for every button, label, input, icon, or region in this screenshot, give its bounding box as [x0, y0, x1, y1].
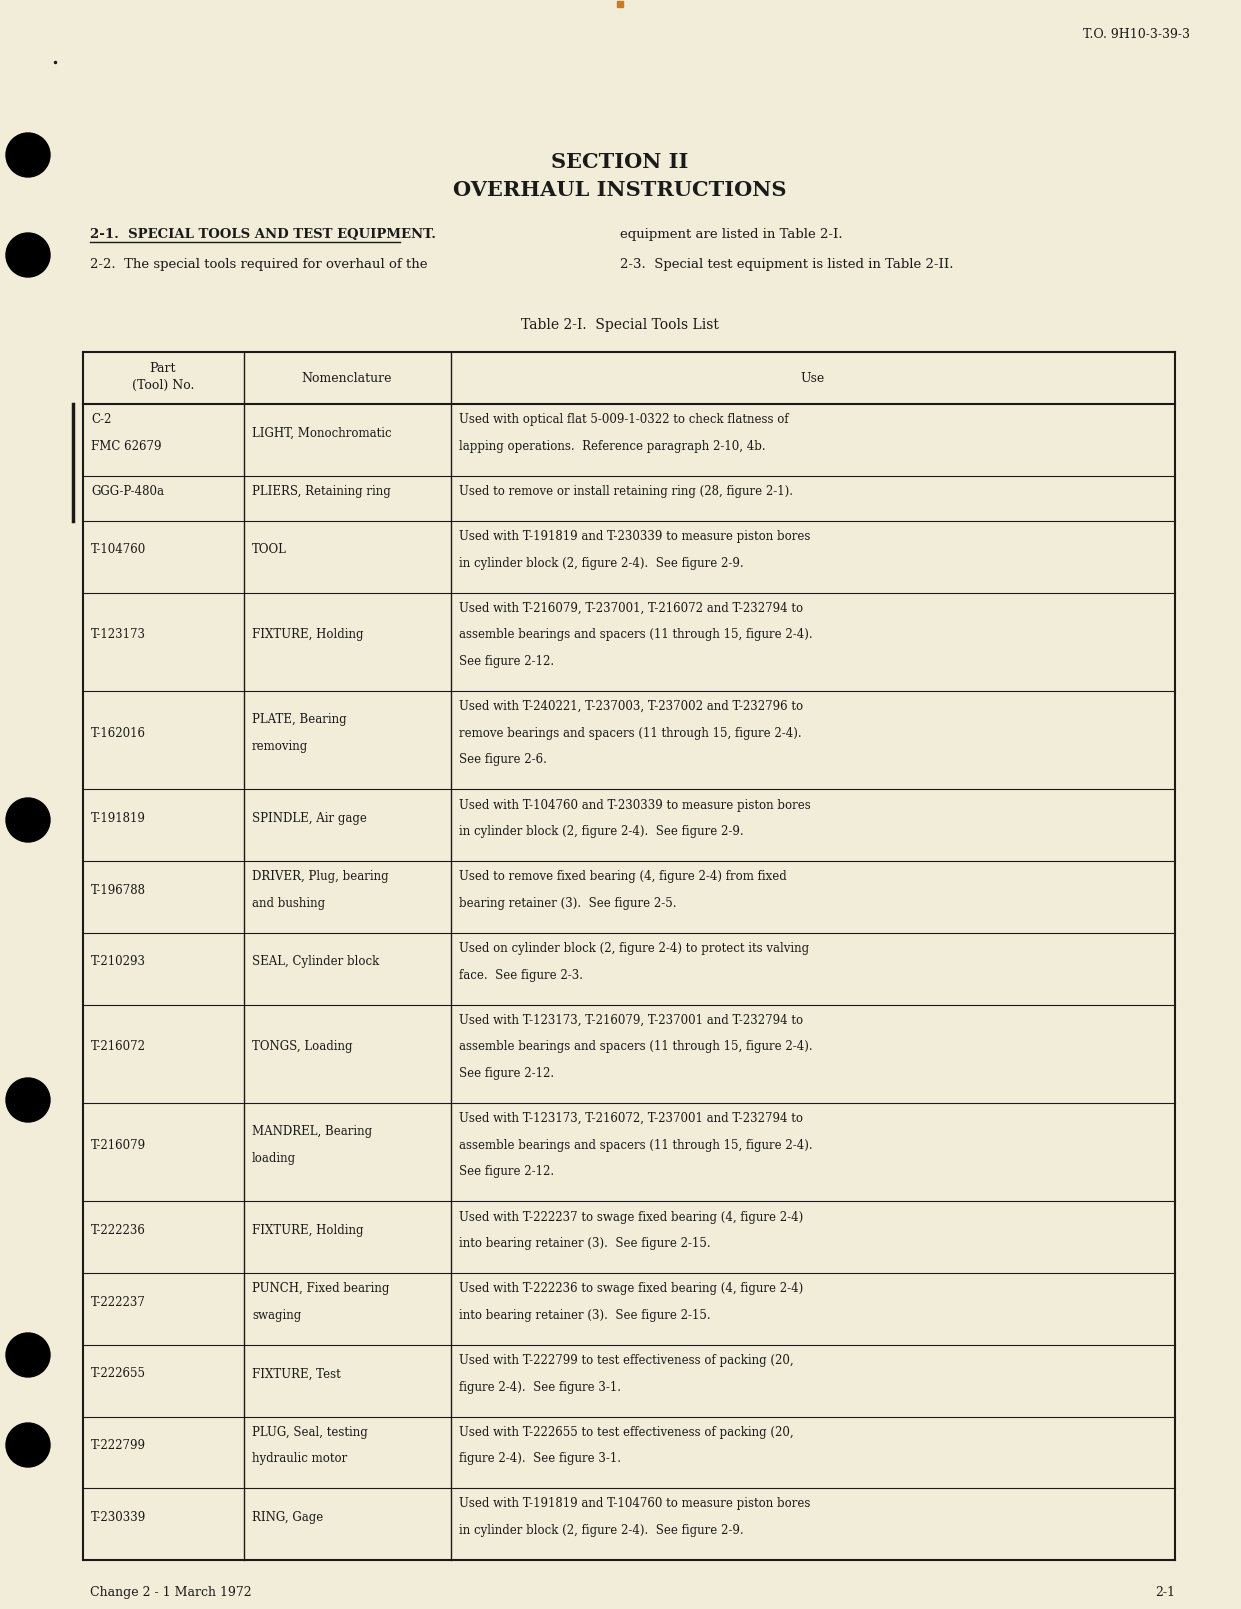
Text: Nomenclature: Nomenclature	[302, 372, 392, 385]
Circle shape	[6, 233, 50, 277]
Text: Used with T-240221, T-237003, T-237002 and T-232796 to: Used with T-240221, T-237003, T-237002 a…	[459, 700, 803, 713]
Text: PLIERS, Retaining ring: PLIERS, Retaining ring	[252, 484, 391, 497]
Text: lapping operations.  Reference paragraph 2-10, 4b.: lapping operations. Reference paragraph …	[459, 439, 766, 452]
Text: Used with T-123173, T-216079, T-237001 and T-232794 to: Used with T-123173, T-216079, T-237001 a…	[459, 1014, 803, 1027]
Text: Used with T-191819 and T-230339 to measure piston bores: Used with T-191819 and T-230339 to measu…	[459, 529, 810, 542]
Text: face.  See figure 2-3.: face. See figure 2-3.	[459, 969, 583, 981]
Text: FMC 62679: FMC 62679	[91, 439, 161, 452]
Text: remove bearings and spacers (11 through 15, figure 2-4).: remove bearings and spacers (11 through …	[459, 727, 802, 740]
Text: T-216072: T-216072	[91, 1041, 146, 1054]
Text: T-196788: T-196788	[91, 883, 146, 896]
Text: SPINDLE, Air gage: SPINDLE, Air gage	[252, 813, 367, 825]
Text: FIXTURE, Test: FIXTURE, Test	[252, 1368, 341, 1381]
Text: RING, Gage: RING, Gage	[252, 1511, 323, 1524]
Text: assemble bearings and spacers (11 through 15, figure 2-4).: assemble bearings and spacers (11 throug…	[459, 1041, 813, 1054]
Text: Used with T-191819 and T-104760 to measure piston bores: Used with T-191819 and T-104760 to measu…	[459, 1498, 810, 1511]
Text: C-2: C-2	[91, 414, 112, 426]
Text: SECTION II: SECTION II	[551, 151, 689, 172]
Text: See figure 2-6.: See figure 2-6.	[459, 753, 547, 766]
Text: DRIVER, Plug, bearing: DRIVER, Plug, bearing	[252, 870, 388, 883]
Text: GGG-P-480a: GGG-P-480a	[91, 484, 164, 497]
Text: T-222655: T-222655	[91, 1368, 146, 1381]
Text: equipment are listed in Table 2-I.: equipment are listed in Table 2-I.	[620, 228, 843, 241]
Text: Used with T-222655 to test effectiveness of packing (20,: Used with T-222655 to test effectiveness…	[459, 1426, 794, 1438]
Text: figure 2-4).  See figure 3-1.: figure 2-4). See figure 3-1.	[459, 1381, 620, 1393]
Text: T.O. 9H10-3-39-3: T.O. 9H10-3-39-3	[1083, 27, 1190, 40]
Text: loading: loading	[252, 1152, 297, 1165]
Text: Part
(Tool) No.: Part (Tool) No.	[132, 362, 194, 393]
Text: Used with T-123173, T-216072, T-237001 and T-232794 to: Used with T-123173, T-216072, T-237001 a…	[459, 1112, 803, 1125]
Text: See figure 2-12.: See figure 2-12.	[459, 655, 555, 668]
Text: OVERHAUL INSTRUCTIONS: OVERHAUL INSTRUCTIONS	[453, 180, 787, 200]
Circle shape	[6, 1332, 50, 1377]
Text: SEAL, Cylinder block: SEAL, Cylinder block	[252, 956, 380, 969]
Text: assemble bearings and spacers (11 through 15, figure 2-4).: assemble bearings and spacers (11 throug…	[459, 629, 813, 642]
Text: swaging: swaging	[252, 1310, 302, 1323]
Text: bearing retainer (3).  See figure 2-5.: bearing retainer (3). See figure 2-5.	[459, 896, 676, 911]
Text: Used with T-216079, T-237001, T-216072 and T-232794 to: Used with T-216079, T-237001, T-216072 a…	[459, 602, 803, 615]
Text: 2-2.  The special tools required for overhaul of the: 2-2. The special tools required for over…	[91, 257, 427, 270]
Text: Used on cylinder block (2, figure 2-4) to protect its valving: Used on cylinder block (2, figure 2-4) t…	[459, 941, 809, 956]
Text: in cylinder block (2, figure 2-4).  See figure 2-9.: in cylinder block (2, figure 2-4). See f…	[459, 825, 743, 838]
Text: T-222799: T-222799	[91, 1438, 146, 1451]
Text: LIGHT, Monochromatic: LIGHT, Monochromatic	[252, 426, 392, 439]
Text: and bushing: and bushing	[252, 896, 325, 911]
Text: Used with optical flat 5-009-1-0322 to check flatness of: Used with optical flat 5-009-1-0322 to c…	[459, 414, 788, 426]
Circle shape	[6, 134, 50, 177]
Text: in cylinder block (2, figure 2-4).  See figure 2-9.: in cylinder block (2, figure 2-4). See f…	[459, 557, 743, 570]
Text: in cylinder block (2, figure 2-4).  See figure 2-9.: in cylinder block (2, figure 2-4). See f…	[459, 1524, 743, 1537]
Text: TONGS, Loading: TONGS, Loading	[252, 1041, 352, 1054]
Text: Used to remove or install retaining ring (28, figure 2-1).: Used to remove or install retaining ring…	[459, 484, 793, 497]
Text: Used with T-222236 to swage fixed bearing (4, figure 2-4): Used with T-222236 to swage fixed bearin…	[459, 1282, 803, 1295]
Text: PLUG, Seal, testing: PLUG, Seal, testing	[252, 1426, 367, 1438]
Text: hydraulic motor: hydraulic motor	[252, 1453, 347, 1466]
Text: T-230339: T-230339	[91, 1511, 146, 1524]
Text: T-191819: T-191819	[91, 813, 146, 825]
Text: T-104760: T-104760	[91, 544, 146, 557]
Text: 2-1: 2-1	[1155, 1586, 1175, 1599]
Text: T-162016: T-162016	[91, 727, 146, 740]
Text: into bearing retainer (3).  See figure 2-15.: into bearing retainer (3). See figure 2-…	[459, 1237, 711, 1250]
Text: Use: Use	[800, 372, 825, 385]
Text: TOOL: TOOL	[252, 544, 287, 557]
Text: T-216079: T-216079	[91, 1139, 146, 1152]
Text: Change 2 - 1 March 1972: Change 2 - 1 March 1972	[91, 1586, 252, 1599]
Text: 2-3.  Special test equipment is listed in Table 2-II.: 2-3. Special test equipment is listed in…	[620, 257, 953, 270]
Text: into bearing retainer (3).  See figure 2-15.: into bearing retainer (3). See figure 2-…	[459, 1310, 711, 1323]
Text: FIXTURE, Holding: FIXTURE, Holding	[252, 629, 364, 642]
Circle shape	[6, 1078, 50, 1121]
Text: Used to remove fixed bearing (4, figure 2-4) from fixed: Used to remove fixed bearing (4, figure …	[459, 870, 787, 883]
Text: See figure 2-12.: See figure 2-12.	[459, 1067, 555, 1080]
Text: PUNCH, Fixed bearing: PUNCH, Fixed bearing	[252, 1282, 390, 1295]
Text: assemble bearings and spacers (11 through 15, figure 2-4).: assemble bearings and spacers (11 throug…	[459, 1139, 813, 1152]
Text: See figure 2-12.: See figure 2-12.	[459, 1165, 555, 1178]
Text: Used with T-222237 to swage fixed bearing (4, figure 2-4): Used with T-222237 to swage fixed bearin…	[459, 1210, 803, 1223]
Text: Table 2-I.  Special Tools List: Table 2-I. Special Tools List	[521, 319, 719, 331]
Circle shape	[6, 1422, 50, 1467]
Text: FIXTURE, Holding: FIXTURE, Holding	[252, 1224, 364, 1237]
Text: T-222237: T-222237	[91, 1295, 146, 1308]
Text: T-222236: T-222236	[91, 1224, 146, 1237]
Text: T-123173: T-123173	[91, 629, 146, 642]
Text: 2-1.  SPECIAL TOOLS AND TEST EQUIPMENT.: 2-1. SPECIAL TOOLS AND TEST EQUIPMENT.	[91, 228, 436, 241]
Text: Used with T-104760 and T-230339 to measure piston bores: Used with T-104760 and T-230339 to measu…	[459, 798, 810, 811]
Text: removing: removing	[252, 740, 308, 753]
Text: figure 2-4).  See figure 3-1.: figure 2-4). See figure 3-1.	[459, 1453, 620, 1466]
Text: MANDREL, Bearing: MANDREL, Bearing	[252, 1125, 372, 1139]
Circle shape	[6, 798, 50, 842]
Text: PLATE, Bearing: PLATE, Bearing	[252, 713, 346, 726]
Text: T-210293: T-210293	[91, 956, 146, 969]
Text: Used with T-222799 to test effectiveness of packing (20,: Used with T-222799 to test effectiveness…	[459, 1355, 794, 1368]
